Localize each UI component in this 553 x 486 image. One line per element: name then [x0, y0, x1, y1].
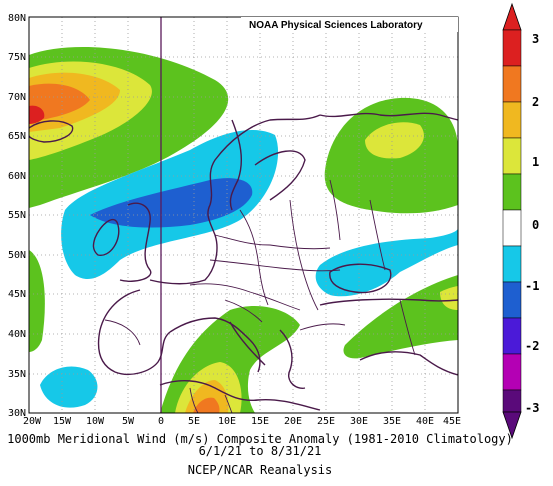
lat-label: 55N — [8, 210, 26, 221]
positive-anomaly-turkey — [343, 275, 458, 359]
colorbar: 3 2 1 0 -1 -2 -3 — [502, 2, 539, 440]
colorbar-swatch — [502, 101, 522, 139]
credit-text: NOAA Physical Sciences Laboratory — [249, 20, 423, 31]
lon-label: 35E — [383, 416, 401, 427]
colorbar-label: 1 — [532, 155, 539, 169]
lat-label: 60N — [8, 171, 26, 182]
colorbar-label: 2 — [532, 95, 539, 109]
lat-label: 30N — [8, 408, 26, 419]
colorbar-swatch — [502, 245, 522, 283]
positive-anomaly-mediterranean — [160, 305, 300, 413]
lon-label: 0 — [158, 416, 164, 427]
country-borders — [104, 179, 416, 413]
lon-label: 15E — [251, 416, 269, 427]
lon-label: 5W — [122, 416, 135, 427]
lon-axis: 20W 15W 10W 5W 0 5E 10E 15E 20E 25E 30E … — [23, 416, 461, 427]
colorbar-swatch — [502, 353, 522, 391]
lat-label: 35N — [8, 369, 26, 380]
lon-label: 40E — [416, 416, 434, 427]
colorbar-label: 3 — [532, 32, 539, 46]
lon-label: 10E — [218, 416, 236, 427]
chart-source: NCEP/NCAR Reanalysis — [187, 463, 333, 477]
colorbar-swatch — [502, 137, 522, 175]
colorbar-label: -2 — [525, 339, 539, 353]
colorbar-swatch — [502, 209, 522, 247]
lon-label: 20E — [284, 416, 302, 427]
lat-label: 80N — [8, 13, 26, 24]
chart-date-range: 6/1/21 to 8/31/21 — [198, 444, 322, 458]
positive-anomaly-west-edge — [29, 250, 45, 352]
map-plot-area — [29, 17, 458, 413]
lat-label: 45N — [8, 289, 26, 300]
colorbar-swatch — [502, 317, 522, 355]
lon-label: 15W — [53, 416, 72, 427]
negative-anomaly-atlantic — [40, 366, 98, 408]
colorbar-swatch — [502, 389, 522, 413]
colorbar-label: -1 — [525, 279, 539, 293]
colorbar-label: 0 — [532, 218, 539, 232]
colorbar-top-arrow — [502, 2, 522, 31]
colorbar-label: -3 — [525, 401, 539, 415]
colorbar-swatch — [502, 173, 522, 211]
lat-label: 50N — [8, 250, 26, 261]
lon-label: 25E — [317, 416, 335, 427]
colorbar-swatch — [502, 29, 522, 67]
lat-axis: 80N 75N 70N 65N 60N 55N 50N 45N 40N 35N … — [8, 13, 26, 419]
lon-label: 30E — [350, 416, 368, 427]
lat-label: 70N — [8, 92, 26, 103]
negative-anomaly-blacksea — [315, 228, 458, 297]
lon-label: 20W — [23, 416, 42, 427]
lat-label: 65N — [8, 131, 26, 142]
lat-label: 75N — [8, 52, 26, 63]
lat-label: 40N — [8, 329, 26, 340]
positive-anomaly-russia — [324, 97, 458, 214]
colorbar-swatch — [502, 65, 522, 103]
colorbar-bottom-arrow — [502, 411, 522, 440]
credit-box: NOAA Physical Sciences Laboratory — [241, 17, 458, 32]
coastlines — [29, 112, 458, 411]
positive-anomaly-iceland — [29, 47, 229, 209]
lon-label: 5E — [188, 416, 200, 427]
lon-label: 45E — [443, 416, 461, 427]
colorbar-swatch — [502, 281, 522, 319]
chart-title: 1000mb Meridional Wind (m/s) Composite A… — [7, 432, 513, 446]
lon-label: 10W — [86, 416, 105, 427]
